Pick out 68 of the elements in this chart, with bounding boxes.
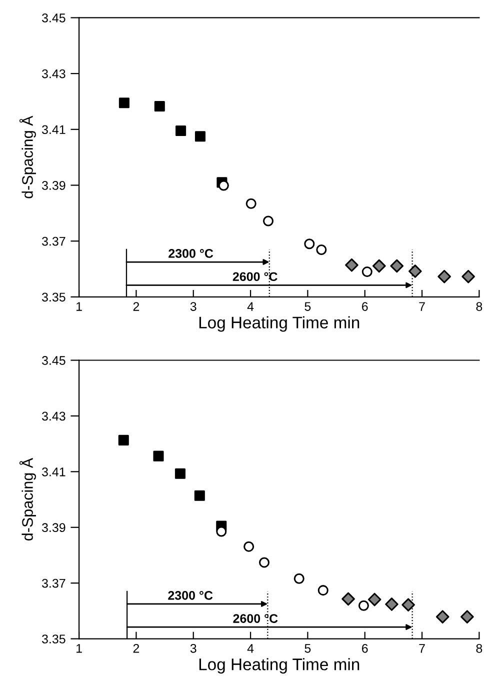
x-tick-label: 1 bbox=[76, 644, 82, 653]
x-tick-label: 7 bbox=[419, 302, 425, 311]
point bbox=[408, 264, 422, 278]
x-tick-label: 4 bbox=[247, 302, 254, 311]
annotation: 2300 °C bbox=[168, 590, 213, 600]
point bbox=[118, 434, 129, 446]
x-axis-title: Log Heating Time min bbox=[199, 658, 360, 674]
x-tick-label: 4 bbox=[247, 644, 254, 653]
point bbox=[460, 610, 474, 624]
point bbox=[194, 131, 206, 142]
point bbox=[174, 468, 186, 479]
y-tick-label: 3.35 bbox=[42, 292, 66, 302]
y-tick-label: 3.37 bbox=[42, 578, 66, 588]
y-tick-label: 3.45 bbox=[42, 14, 66, 22]
point bbox=[436, 610, 450, 624]
point bbox=[316, 244, 327, 255]
x-tick-label: 2 bbox=[133, 302, 140, 311]
y-tick-label: 3.35 bbox=[42, 634, 66, 644]
point bbox=[368, 592, 382, 606]
x-tick-label: 8 bbox=[476, 302, 482, 311]
point bbox=[462, 270, 475, 284]
point bbox=[118, 98, 130, 108]
point bbox=[342, 592, 355, 606]
y-axis-title: d-Spacing Å bbox=[19, 116, 36, 198]
y-tick-label: 3.43 bbox=[42, 69, 66, 78]
x-tick-label: 8 bbox=[476, 644, 482, 653]
point bbox=[218, 180, 229, 191]
x-tick-label: 3 bbox=[190, 302, 196, 311]
point bbox=[304, 238, 315, 250]
point bbox=[294, 573, 304, 584]
point bbox=[358, 600, 369, 611]
point bbox=[194, 490, 205, 501]
point bbox=[372, 259, 386, 273]
y-tick-label: 3.45 bbox=[42, 356, 66, 365]
annotation: 2600 °C bbox=[233, 614, 278, 623]
y-tick-label: 3.41 bbox=[42, 125, 66, 134]
point bbox=[258, 557, 270, 568]
point bbox=[216, 526, 227, 537]
point bbox=[385, 598, 398, 611]
x-tick-label: 3 bbox=[190, 644, 196, 653]
y-tick-label: 3.37 bbox=[42, 236, 66, 246]
point bbox=[153, 450, 164, 462]
y-tick-label: 3.43 bbox=[42, 412, 66, 421]
annotation: 2300 °C bbox=[168, 249, 214, 258]
point bbox=[318, 585, 328, 596]
y-axis-title: d-Spacing Å bbox=[19, 458, 36, 540]
point bbox=[438, 270, 451, 284]
y-tick-label: 3.39 bbox=[42, 523, 66, 532]
point bbox=[246, 198, 256, 209]
point bbox=[345, 258, 358, 272]
point bbox=[154, 100, 165, 112]
point bbox=[262, 216, 274, 226]
point bbox=[402, 598, 415, 612]
point bbox=[244, 541, 254, 552]
x-tick-label: 5 bbox=[304, 302, 311, 311]
x-tick-label: 7 bbox=[419, 644, 425, 653]
annotation: 2600 °C bbox=[232, 272, 278, 282]
y-tick-label: 3.41 bbox=[42, 467, 66, 476]
x-tick-label: 6 bbox=[362, 644, 368, 653]
x-tick-label: 6 bbox=[362, 302, 368, 311]
point bbox=[362, 266, 372, 278]
point bbox=[390, 259, 404, 273]
x-tick-label: 1 bbox=[76, 302, 82, 311]
point bbox=[176, 126, 186, 136]
x-tick-label: 2 bbox=[133, 644, 140, 653]
y-tick-label: 3.39 bbox=[42, 181, 66, 190]
x-axis-title: Log Heating Time min bbox=[199, 316, 360, 332]
x-tick-label: 5 bbox=[304, 644, 311, 653]
